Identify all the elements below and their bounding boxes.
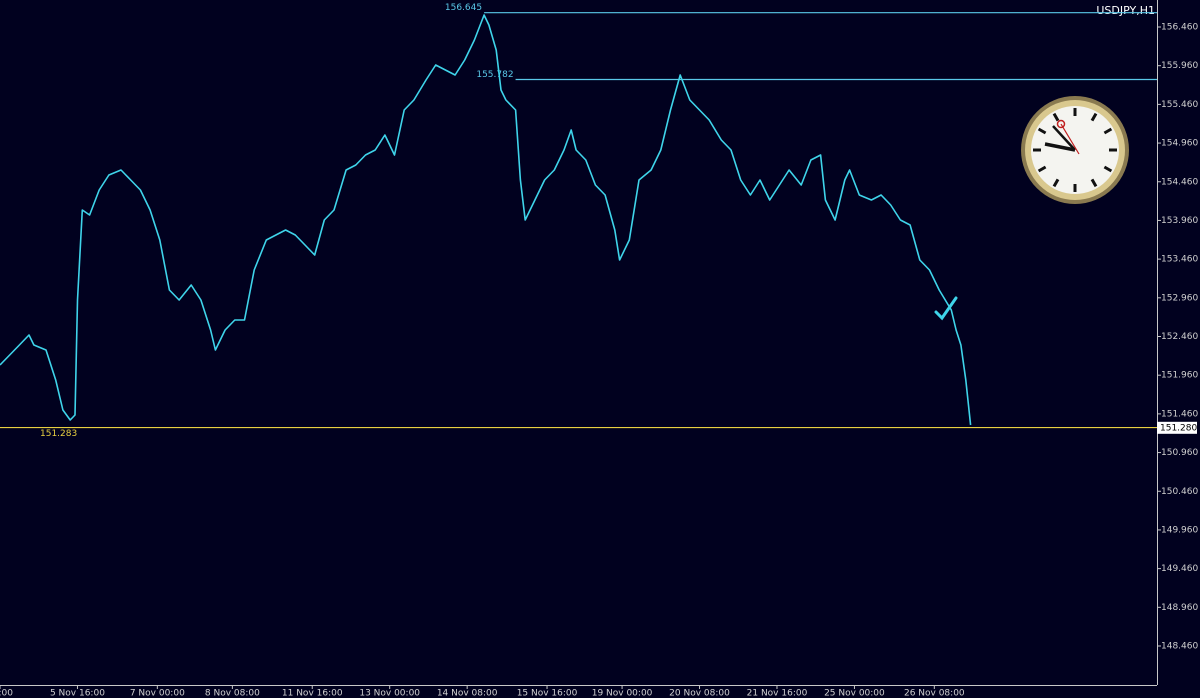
level-label: 156.645 xyxy=(445,3,482,13)
x-tick-label: 20 Nov 08:00 xyxy=(669,689,730,698)
price-line xyxy=(0,14,972,426)
x-tick-label: 7 Nov 00:00 xyxy=(130,689,185,698)
y-tick-label: 155.960 xyxy=(1161,61,1198,71)
y-tick-label: 148.960 xyxy=(1161,603,1198,613)
y-tick-label: 152.960 xyxy=(1161,293,1198,303)
x-tick-label: 8 Nov 08:00 xyxy=(205,689,260,698)
clock-marks xyxy=(1033,108,1117,192)
check-mark xyxy=(934,296,958,321)
x-tick-label: 25 Nov 00:00 xyxy=(824,689,885,698)
current-price-label: 151.280 xyxy=(1160,423,1197,433)
clock xyxy=(1021,96,1129,204)
x-tick-label: 19 Nov 00:00 xyxy=(592,689,653,698)
x-tick-label: 21 Nov 16:00 xyxy=(747,689,808,698)
clock-hour-hand xyxy=(1044,142,1076,152)
y-tick-label: 152.460 xyxy=(1161,332,1198,342)
y-tick-label: 153.460 xyxy=(1161,255,1198,265)
y-tick-label: 149.960 xyxy=(1161,525,1198,535)
y-tick-label: 151.960 xyxy=(1161,371,1198,381)
level-label: 155.782 xyxy=(476,70,513,80)
current-price-box xyxy=(1157,421,1197,434)
clock-second-hand xyxy=(1060,123,1080,155)
y-tick-label: 155.460 xyxy=(1161,100,1198,110)
y-tick-label: 148.460 xyxy=(1161,642,1198,652)
y-tick-label: 150.960 xyxy=(1161,448,1198,458)
y-tick-label: 154.960 xyxy=(1161,139,1198,149)
x-tick-label: 14 Nov 08:00 xyxy=(437,689,498,698)
y-tick-label: 154.460 xyxy=(1161,177,1198,187)
x-tick-label: 13 Nov 00:00 xyxy=(359,689,420,698)
y-tick-label: 156.460 xyxy=(1161,23,1198,33)
clock-minute-hand xyxy=(1052,125,1076,151)
x-tick-label: 08:00 xyxy=(0,689,13,698)
chart-title: USDJPY,H1 xyxy=(1096,4,1155,17)
x-tick-label: 11 Nov 16:00 xyxy=(282,689,343,698)
y-tick-label: 150.460 xyxy=(1161,487,1198,497)
clock-second-tip xyxy=(1056,119,1066,129)
x-tick-label: 26 Nov 08:00 xyxy=(904,689,965,698)
x-tick-label: 5 Nov 16:00 xyxy=(50,689,105,698)
y-tick-label: 153.960 xyxy=(1161,216,1198,226)
y-tick-label: 151.460 xyxy=(1161,409,1198,419)
y-tick-label: 149.460 xyxy=(1161,564,1198,574)
x-tick-label: 15 Nov 16:00 xyxy=(517,689,578,698)
level-label: 151.283 xyxy=(40,429,77,439)
